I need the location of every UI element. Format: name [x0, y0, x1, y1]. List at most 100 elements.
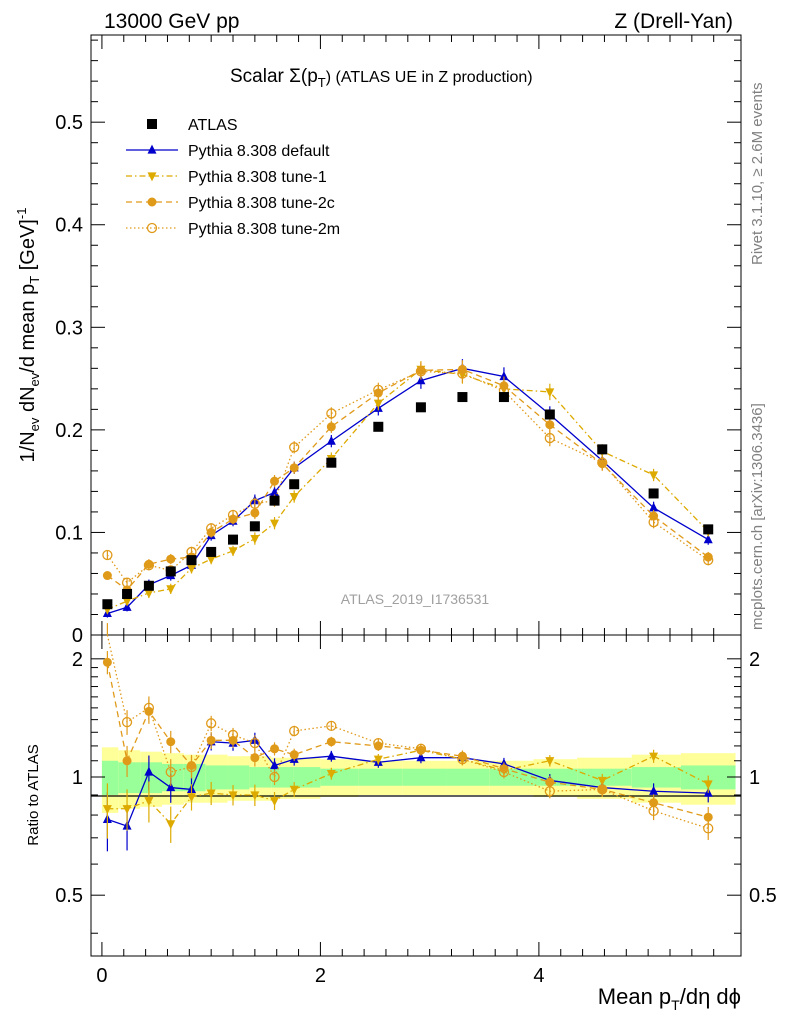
data-point	[326, 408, 337, 419]
ratio-point	[289, 750, 299, 760]
ratio-point	[228, 791, 238, 801]
ratio-point	[545, 757, 555, 767]
data-point	[186, 555, 197, 566]
series-atlas	[102, 392, 714, 610]
ratio-point	[415, 743, 427, 754]
data-point	[544, 432, 555, 444]
ratio-point	[250, 753, 260, 763]
ratio-point	[186, 761, 197, 773]
data-point	[326, 435, 336, 445]
ratio-point	[457, 754, 468, 765]
stat-uncertainty-bin	[631, 767, 681, 788]
ratio-point	[703, 812, 713, 822]
data-point	[373, 384, 384, 396]
data-point	[102, 599, 113, 610]
stat-uncertainty-bin	[402, 768, 447, 786]
data-point	[373, 399, 383, 409]
data-point	[143, 580, 154, 591]
ratio-point	[416, 752, 426, 762]
data-point	[649, 471, 659, 481]
ratio-point	[289, 725, 300, 737]
ratio-tick-label: 2	[72, 649, 83, 671]
ratio-point	[227, 729, 239, 741]
ratio-point	[166, 782, 176, 792]
ratio-tick-label-right: 0.5	[749, 885, 777, 907]
data-point	[250, 508, 260, 518]
y-tick-label: 0.5	[55, 112, 83, 134]
data-point	[228, 534, 239, 545]
ratio-point	[373, 755, 383, 765]
ratio-point	[122, 756, 132, 766]
legend-entry: Pythia 8.308 tune-2c	[126, 195, 335, 212]
y-tick-label: 0.4	[55, 215, 83, 237]
ratio-point	[498, 766, 510, 778]
stat-uncertainty-bin	[489, 768, 534, 786]
data-point	[373, 421, 384, 432]
legend-entry: ATLAS	[147, 117, 238, 134]
ratio-point	[165, 766, 176, 778]
data-point	[289, 463, 299, 473]
ratio-point	[206, 735, 216, 745]
data-point	[416, 375, 426, 385]
mcplots-label: mcplots.cern.ch [arXiv:1306.3436]	[749, 403, 766, 630]
y-tick-label: 0.3	[55, 317, 83, 339]
legend-marker	[147, 144, 157, 154]
series-line	[106, 370, 709, 584]
y-axis-label: 1/Nev dNev/d mean pT [GeV]-1	[14, 208, 42, 463]
data-point	[544, 409, 555, 420]
ratio-point	[270, 744, 280, 754]
ratio-point	[187, 793, 197, 803]
ratio-point	[326, 720, 337, 731]
ratio-point	[703, 780, 713, 790]
data-point	[289, 442, 300, 453]
data-point	[102, 571, 112, 581]
ratio-point	[649, 785, 659, 795]
legend-entry: Pythia 8.308 tune-1	[126, 169, 327, 186]
ratio-tick-label-right: 2	[749, 649, 760, 671]
data-point	[228, 547, 238, 557]
data-point	[457, 392, 468, 403]
data-point	[165, 566, 176, 577]
data-point	[499, 371, 509, 381]
data-point	[187, 564, 197, 574]
stat-uncertainty-bin	[162, 763, 184, 792]
data-point	[326, 422, 336, 432]
y-tick-label: 0.2	[55, 420, 83, 442]
ratio-axis-label: Ratio to ATLAS	[25, 744, 42, 845]
ratio-tick-label-right: 1	[749, 767, 760, 789]
data-series	[102, 359, 714, 618]
ratio-series	[102, 623, 714, 852]
y-tick-label: 0	[72, 625, 83, 647]
ratio-point	[326, 737, 336, 747]
data-point	[269, 495, 280, 506]
ratio-point	[166, 737, 176, 747]
ratio-point	[144, 797, 154, 807]
stat-uncertainty-bin	[446, 768, 490, 786]
ratio-point	[289, 785, 299, 795]
ratio-point	[269, 771, 280, 783]
ratio-point	[544, 786, 555, 797]
data-point	[249, 521, 260, 532]
stat-uncertainty-bin	[249, 767, 272, 788]
data-point	[545, 420, 555, 430]
data-point	[289, 492, 299, 502]
series-pythia-8-308-default	[102, 359, 713, 618]
stat-uncertainty-bin	[101, 760, 119, 795]
data-point	[270, 519, 280, 529]
legend-entry: Pythia 8.308 tune-2m	[126, 221, 340, 238]
data-point	[144, 589, 154, 599]
data-point	[206, 546, 217, 557]
data-point	[289, 479, 300, 490]
ratio-point	[649, 752, 659, 762]
data-point	[121, 577, 133, 588]
ratio-point	[648, 805, 659, 816]
legend-marker	[147, 197, 157, 207]
data-point	[122, 597, 132, 607]
data-point	[597, 444, 608, 455]
ratio-point	[102, 657, 112, 667]
x-tick-label: 4	[533, 965, 544, 987]
legend-marker	[147, 172, 157, 182]
ratio-point	[270, 797, 280, 807]
series-line	[107, 368, 709, 610]
